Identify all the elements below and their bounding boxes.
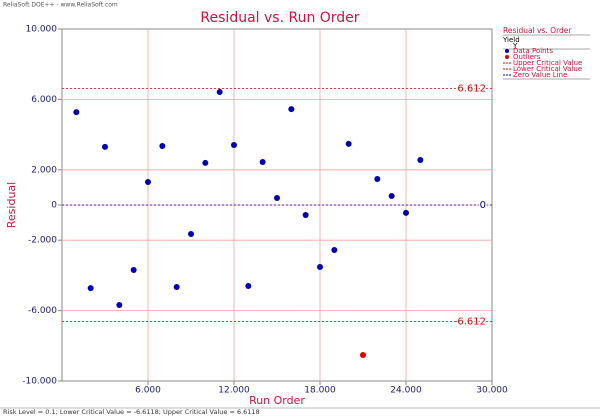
data-point: [159, 143, 166, 150]
data-point: [360, 351, 366, 358]
legend-marker: [505, 49, 509, 53]
legend-label: Zero Value Line: [513, 71, 567, 79]
x-tick-label: 18.000: [304, 386, 336, 396]
y-tick-label: -6.000: [28, 306, 57, 316]
x-axis-label: Run Order: [249, 394, 305, 407]
y-tick-label: -10.000: [22, 377, 57, 387]
x-tick-label: 30.000: [476, 386, 508, 396]
x-tick-label: 6.000: [135, 386, 161, 396]
data-point: [73, 109, 80, 116]
legend-group: Yield: [502, 36, 520, 44]
data-point: [403, 209, 409, 216]
legend-title: Residual vs. Order: [503, 26, 572, 35]
app-header: ReliaSoft DOE++ - www.ReliaSoft.com: [3, 2, 118, 9]
y-tick-label: 2.000: [31, 165, 57, 175]
legend-label: Data Points: [513, 47, 553, 55]
data-point: [331, 247, 338, 254]
data-point: [288, 106, 295, 113]
legend-marker: [505, 55, 509, 59]
data-point: [274, 194, 280, 201]
reference-label: 0: [480, 200, 486, 211]
data-point: [102, 143, 108, 150]
data-point: [145, 178, 151, 185]
y-tick-label: 0: [51, 201, 57, 211]
data-point: [302, 212, 309, 219]
data-point: [388, 193, 395, 200]
data-point: [202, 159, 209, 166]
data-point: [173, 284, 180, 291]
data-point: [345, 140, 352, 147]
data-point: [231, 141, 237, 148]
data-point: [216, 89, 223, 96]
data-point: [245, 282, 252, 289]
y-tick-label: -2.000: [28, 236, 57, 246]
legend-subgroup: Y: [512, 42, 518, 50]
y-tick-label: 10.000: [26, 25, 58, 35]
data-point: [417, 156, 424, 163]
data-point: [188, 231, 194, 238]
reference-label: -6.612: [454, 316, 486, 327]
y-tick-label: 6.000: [31, 95, 57, 105]
legend-label: Lower Critical Value: [513, 65, 582, 73]
data-point: [116, 301, 123, 308]
legend-label: Upper Critical Value: [513, 59, 582, 67]
chart-title: Residual vs. Run Order: [200, 10, 359, 26]
y-axis-label: Residual: [5, 182, 18, 228]
reference-label: 6.612: [457, 84, 486, 95]
data-point: [317, 263, 323, 270]
data-point: [374, 175, 381, 182]
data-point: [130, 266, 137, 273]
legend-label: Outliers: [513, 53, 541, 61]
data-point: [259, 159, 266, 166]
status-bar: Risk Level = 0.1; Lower Critical Value =…: [3, 408, 260, 416]
data-point: [87, 285, 94, 292]
x-tick-label: 24.000: [390, 386, 422, 396]
x-tick-label: 12.000: [218, 386, 250, 396]
